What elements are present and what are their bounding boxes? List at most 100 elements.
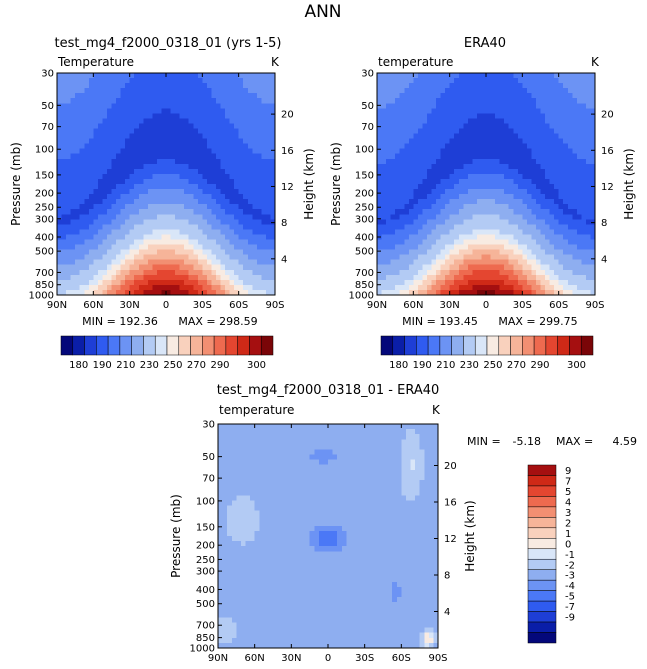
y2-tick-label: 20 (601, 110, 614, 121)
colorbar-swatch (527, 611, 557, 623)
colorbar-swatch (527, 538, 557, 550)
colorbar-swatch (107, 335, 121, 356)
y-tick-label: 100 (196, 496, 215, 507)
y-tick-label: 250 (355, 203, 374, 214)
colorbar-swatch (527, 496, 557, 508)
colorbar-swatch (527, 506, 557, 518)
y-tick-label: 850 (196, 633, 215, 644)
colorbar-label: 290 (210, 360, 229, 371)
colorbar-label: 210 (116, 360, 135, 371)
y2-tick-label: 16 (444, 497, 457, 508)
y-axis-label: Pressure (mb) (169, 494, 183, 578)
colorbar-swatch (557, 335, 570, 356)
y-tick-label: 200 (355, 189, 374, 200)
x-tick-label: 30N (120, 300, 140, 311)
colorbar-swatch (213, 335, 227, 356)
y-tick-label: 1000 (349, 291, 374, 302)
y-tick-label: 850 (355, 280, 374, 291)
panel-obs: ERA40 temperature K 90N 60N 30N 0 30S 60S 90S 3… (329, 36, 636, 328)
colorbar-swatch (580, 335, 594, 356)
y2-tick-label: 12 (444, 534, 457, 545)
x-tick-label: 60N (83, 300, 103, 311)
x-tick-label: 30S (513, 300, 532, 311)
colorbar-swatch (527, 600, 557, 612)
colorbar-label: 230 (460, 360, 479, 371)
y2-tick-label: 16 (281, 146, 294, 157)
colorbar-swatch (463, 335, 476, 356)
max-value: 4.59 (613, 435, 638, 448)
y-tick-label: 700 (35, 268, 54, 279)
panel-variable: temperature (378, 55, 453, 69)
colorbar-label: 270 (187, 360, 206, 371)
y2-axis-label: Height (km) (463, 500, 477, 571)
x-tick-label: 60N (245, 653, 265, 664)
contour-fill (218, 424, 439, 649)
y-tick-label: 30 (202, 420, 215, 431)
colorbar-swatch (522, 335, 535, 356)
y-tick-label: 1000 (29, 291, 54, 302)
colorbar-swatch (225, 335, 238, 356)
colorbar-label: -2 (565, 560, 575, 571)
y-tick-label: 200 (35, 189, 54, 200)
colorbar-label: 290 (530, 360, 549, 371)
max-label: MAX = (556, 435, 593, 448)
colorbar-label: -1 (565, 550, 575, 561)
colorbar-label: 190 (413, 360, 432, 371)
colorbar-label: 180 (389, 360, 408, 371)
y-tick-label: 100 (355, 145, 374, 156)
colorbar-swatch (392, 335, 405, 356)
colorbar-swatch (527, 485, 557, 497)
colorbar-label: 190 (93, 360, 112, 371)
y-tick-label: 200 (196, 541, 215, 552)
colorbar-swatch (427, 335, 441, 356)
y-tick-label: 70 (41, 122, 54, 133)
colorbar-swatch (510, 335, 523, 356)
colorbar-label: 4 (565, 497, 571, 508)
colorbar-swatch (527, 464, 557, 476)
panel-title: test_mg4_f2000_0318_01 (yrs 1-5) (55, 36, 282, 51)
y2-tick-label: 16 (601, 146, 614, 157)
colorbar-swatch (260, 335, 274, 356)
min-label: MIN = 192.36 (82, 315, 158, 328)
y2-tick-label: 8 (601, 218, 607, 229)
y-tick-label: 30 (41, 69, 54, 80)
panel-units: K (432, 403, 441, 417)
x-tick-label: 90S (428, 653, 447, 664)
colorbar-swatch (190, 335, 203, 356)
contour-plot: 90N 60N 30N 0 30S 60S 90S 30 50 70 100 150 200 250300… (29, 69, 294, 312)
y-axis-label: Pressure (mb) (9, 142, 23, 226)
colorbar-swatch (527, 621, 557, 633)
panel-variable: Temperature (57, 55, 134, 69)
y2-tick-label: 4 (281, 254, 287, 265)
colorbar-swatch (486, 335, 500, 356)
colorbar-label: 9 (565, 466, 571, 477)
y-tick-label: 30 (361, 69, 374, 80)
colorbar-label: 1 (565, 529, 571, 540)
colorbar-swatch (166, 335, 180, 356)
colorbar-label: 3 (565, 508, 571, 519)
colorbar-label: 270 (507, 360, 526, 371)
x-tick-label: 30S (355, 653, 374, 664)
y-tick-label: 700 (355, 268, 374, 279)
contour-fill (377, 73, 596, 296)
y2-tick-label: 4 (601, 254, 607, 265)
colorbar-swatch (84, 335, 97, 356)
colorbar-label: 2 (565, 518, 571, 529)
colorbar-swatch (527, 475, 557, 487)
x-tick-label: 0 (163, 300, 169, 311)
colorbar-label: -7 (565, 602, 575, 613)
x-tick-label: 30N (281, 653, 301, 664)
y2-tick-label: 8 (444, 570, 450, 581)
x-tick-label: 60S (229, 300, 248, 311)
colorbar-label: -3 (565, 571, 575, 582)
contour-plot: 90N 60N 30N 0 30S 60S 90S 30 50 70 100 150 200 250300… (349, 69, 614, 312)
colorbar-swatch (416, 335, 429, 356)
colorbar-swatch (404, 335, 417, 356)
colorbar-label: 250 (163, 360, 182, 371)
x-tick-label: 60S (549, 300, 568, 311)
y-tick-label: 400 (355, 232, 374, 243)
y-tick-label: 400 (35, 232, 54, 243)
y2-tick-label: 12 (601, 182, 614, 193)
colorbar-label: -5 (565, 592, 575, 603)
